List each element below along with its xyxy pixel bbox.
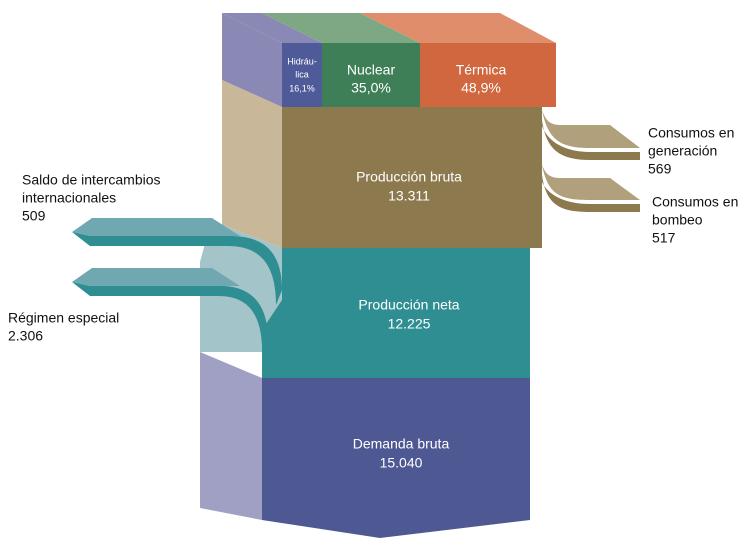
outflow-label: Consumos en <box>652 194 738 210</box>
nuclear-block <box>322 43 420 107</box>
inflow-arrow <box>72 232 282 305</box>
outflow-label: bombeo <box>652 212 703 228</box>
inflow-arrow <box>72 282 268 345</box>
bruta-block <box>282 107 542 248</box>
neta-block <box>262 248 530 378</box>
side-face <box>200 352 262 520</box>
block-label: Producción bruta <box>356 169 462 185</box>
inflow-value: 2.306 <box>8 328 43 344</box>
inflow-label: Saldo de intercambios <box>22 172 161 188</box>
outflow-label: generación <box>648 143 717 159</box>
source-value: 48,9% <box>461 80 501 96</box>
top-face <box>222 13 322 43</box>
inflow-arrow <box>72 218 240 236</box>
block-value: 15.040 <box>380 455 423 471</box>
block-value: 12.225 <box>388 316 431 332</box>
inflow-value: 509 <box>22 208 46 224</box>
side-face <box>222 13 282 107</box>
source-value: 35,0% <box>351 80 391 96</box>
block-label: Demanda bruta <box>353 436 450 452</box>
top-face <box>262 13 420 43</box>
source-label: Nuclear <box>347 62 396 78</box>
source-label: Hidráu- <box>287 56 317 66</box>
termica-block <box>420 43 556 107</box>
source-value: 16,1% <box>289 83 315 93</box>
hidraulica-block <box>282 43 322 107</box>
outflow-arrow <box>542 175 640 212</box>
outflow-arrow <box>542 165 640 200</box>
outflow-label: Consumos en <box>648 125 734 141</box>
outflow-arrow <box>542 110 640 148</box>
outflow-arrow <box>542 120 640 160</box>
top-face <box>360 13 556 43</box>
inflow-arrow <box>72 268 240 286</box>
demanda-block <box>262 378 530 538</box>
source-label: lica <box>295 69 309 79</box>
block-label: Producción neta <box>358 297 459 313</box>
block-value: 13.311 <box>388 188 430 204</box>
inflow-label: internacionales <box>22 190 116 206</box>
outflow-value: 517 <box>652 230 676 246</box>
source-label: Térmica <box>456 62 507 78</box>
outflow-value: 569 <box>648 161 672 177</box>
inflow-label: Régimen especial <box>8 310 119 326</box>
side-face <box>222 80 282 248</box>
